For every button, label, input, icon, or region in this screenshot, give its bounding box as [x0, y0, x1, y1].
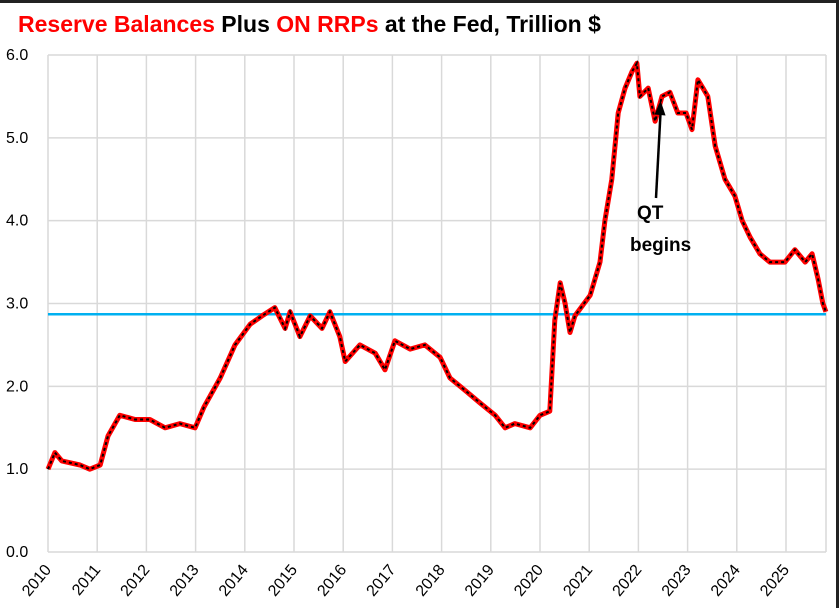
series-line-dash-overlay	[47, 60, 827, 471]
title-part-1: Reserve Balances	[18, 11, 215, 37]
y-tick-label: 0.0	[6, 544, 28, 561]
y-tick-label: 1.0	[6, 461, 28, 478]
grid	[47, 54, 827, 553]
annotation-arrowhead	[654, 100, 666, 116]
x-tick-label: 2023	[659, 562, 695, 600]
x-tick-label: 2021	[560, 562, 596, 600]
title-part-4: at the Fed, Trillion $	[378, 11, 601, 37]
annotation-arrow	[654, 112, 662, 199]
x-tick-label: 2016	[314, 562, 350, 600]
x-tick-label: 2025	[757, 562, 793, 600]
title-part-3: ON RRPs	[276, 11, 379, 37]
series-group	[45, 60, 829, 472]
y-tick-label: 5.0	[6, 130, 28, 147]
line-chart: 0.01.02.03.04.05.06.0 2010 2011 2012 2013 20…	[6, 47, 829, 600]
annotation-group: QT begins	[630, 100, 691, 256]
x-axis: 2010 2011 2012 2013 2014 2015 2016 2017 2018 2019…	[19, 562, 793, 600]
x-tick-label: 2022	[610, 562, 646, 600]
chart-title: Reserve Balances Plus ON RRPs at the Fed…	[18, 11, 601, 38]
annotation-text: QT	[637, 203, 664, 224]
y-tick-label: 6.0	[6, 47, 28, 64]
y-axis: 0.0 1.0 2.0 3.0 4.0 5.0 6.0	[6, 47, 28, 561]
x-tick-label: 2024	[708, 562, 744, 600]
x-tick-label: 2018	[413, 562, 449, 600]
title-part-2: Plus	[214, 11, 277, 37]
y-tick-label: 2.0	[6, 378, 28, 395]
x-tick-label: 2014	[216, 562, 252, 600]
x-tick-label: 2010	[19, 562, 55, 600]
x-tick-label: 2020	[511, 562, 547, 600]
annotation-text: begins	[630, 235, 691, 256]
x-tick-label: 2013	[167, 562, 203, 600]
series-line	[45, 60, 829, 472]
y-tick-label: 4.0	[6, 213, 28, 230]
x-tick-label: 2011	[69, 562, 104, 599]
x-tick-label: 2017	[364, 562, 400, 600]
x-tick-label: 2015	[265, 562, 301, 600]
x-tick-label: 2019	[462, 562, 498, 600]
x-tick-label: 2012	[118, 562, 154, 600]
y-tick-label: 3.0	[6, 296, 28, 313]
